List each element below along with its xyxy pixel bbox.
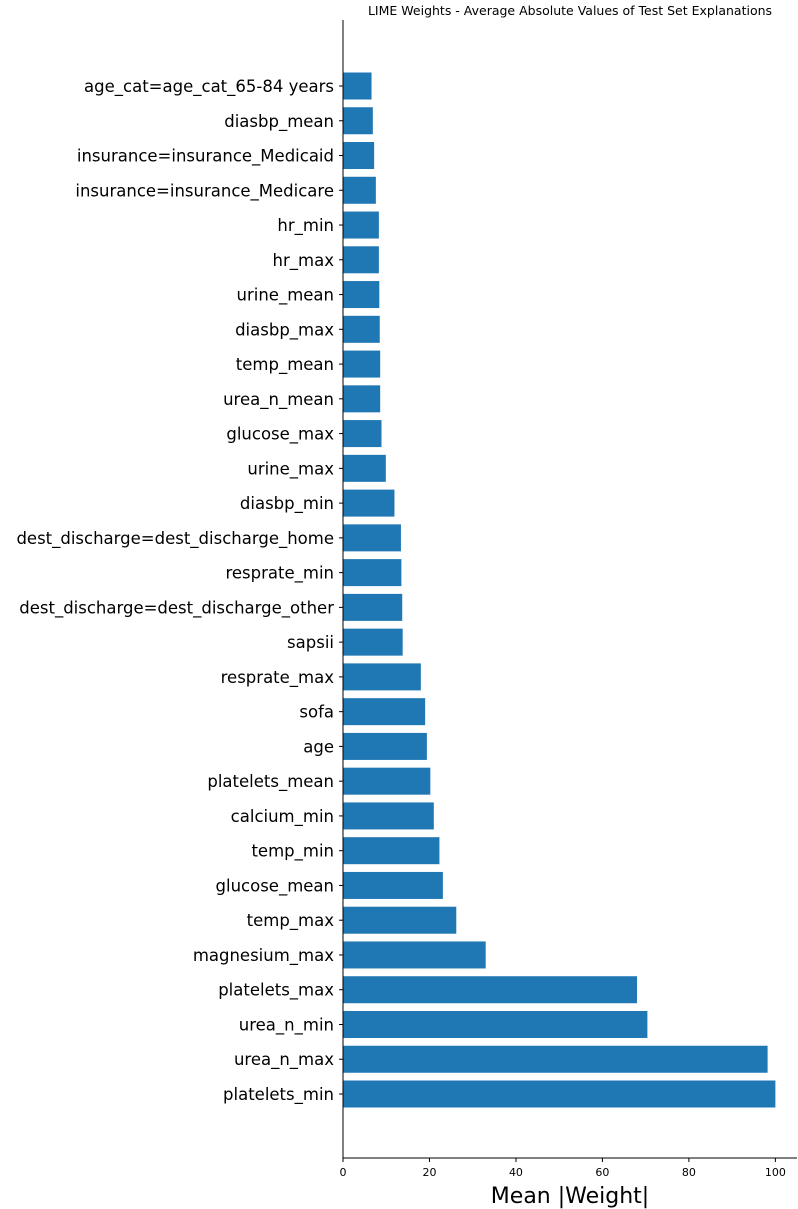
bar-5	[343, 246, 379, 274]
bar-29	[343, 1080, 776, 1108]
y-tick-label-18: sofa	[299, 703, 334, 722]
y-tick-label-17: resprate_max	[221, 668, 335, 688]
y-tick-label-22: temp_min	[251, 842, 334, 862]
x-axis-label: Mean |Weight|	[491, 1184, 649, 1209]
y-tick-label-24: temp_max	[247, 911, 335, 931]
y-tick-label-11: urine_max	[247, 459, 334, 479]
bar-26	[343, 976, 638, 1004]
bar-11	[343, 454, 386, 482]
bar-18	[343, 698, 426, 726]
bar-28	[343, 1045, 768, 1073]
y-tick-label-5: hr_max	[273, 251, 335, 271]
bar-4	[343, 211, 379, 239]
y-tick-label-10: glucose_max	[226, 425, 334, 445]
y-tick-label-3: insurance=insurance_Medicare	[75, 181, 334, 201]
bar-7	[343, 315, 380, 343]
y-tick-label-13: dest_discharge=dest_discharge_home	[16, 529, 334, 549]
bar-13	[343, 524, 401, 552]
bar-9	[343, 385, 381, 413]
y-tick-label-19: age	[303, 737, 334, 756]
bar-16	[343, 628, 403, 656]
bar-6	[343, 281, 380, 309]
bar-12	[343, 489, 395, 517]
bar-23	[343, 871, 443, 899]
bar-17	[343, 663, 421, 691]
y-tick-label-20: platelets_mean	[207, 772, 334, 792]
bars-group	[343, 72, 776, 1108]
bar-3	[343, 176, 376, 204]
bar-10	[343, 420, 382, 448]
x-tick-label-5: 100	[765, 1166, 786, 1179]
y-tick-label-1: diasbp_mean	[224, 112, 334, 132]
bar-1	[343, 107, 373, 135]
bar-24	[343, 906, 457, 934]
bar-21	[343, 802, 434, 830]
y-tick-label-9: urea_n_mean	[223, 390, 334, 410]
bar-2	[343, 142, 375, 170]
bar-20	[343, 767, 431, 795]
x-tick-label-4: 80	[682, 1166, 696, 1179]
chart-title: LIME Weights - Average Absolute Values o…	[368, 3, 772, 18]
y-tick-label-14: resprate_min	[225, 564, 334, 584]
bar-0	[343, 72, 372, 100]
y-tick-label-21: calcium_min	[231, 807, 334, 827]
y-tick-label-27: urea_n_min	[239, 1015, 334, 1035]
y-tick-label-0: age_cat=age_cat_65-84 years	[84, 77, 334, 97]
y-tick-label-8: temp_mean	[236, 355, 334, 375]
y-tick-label-16: sapsii	[287, 633, 334, 652]
bar-8	[343, 350, 381, 378]
x-tick-label-3: 60	[595, 1166, 609, 1179]
y-tick-label-15: dest_discharge=dest_discharge_other	[19, 598, 334, 618]
bar-15	[343, 593, 403, 621]
y-tick-label-29: platelets_min	[223, 1085, 334, 1105]
y-axis: age_cat=age_cat_65-84 years diasbp_meanin…	[16, 77, 343, 1105]
y-tick-label-2: insurance=insurance_Medicaid	[77, 147, 334, 167]
y-tick-label-4: hr_min	[277, 216, 334, 236]
x-tick-label-2: 40	[509, 1166, 523, 1179]
y-tick-label-26: platelets_max	[218, 981, 334, 1001]
bar-19	[343, 732, 427, 760]
y-tick-label-23: glucose_mean	[216, 876, 334, 896]
bar-14	[343, 559, 402, 587]
bar-25	[343, 941, 486, 969]
bar-27	[343, 1010, 648, 1038]
x-tick-label-0: 0	[340, 1166, 347, 1179]
y-tick-label-28: urea_n_max	[234, 1050, 334, 1070]
y-tick-label-7: diasbp_max	[235, 320, 334, 340]
y-tick-label-12: diasbp_min	[240, 494, 334, 514]
y-tick-label-6: urine_mean	[237, 286, 334, 306]
bar-22	[343, 837, 440, 865]
x-axis: 0 20 40 60 80 100	[340, 1158, 786, 1179]
x-tick-label-1: 20	[422, 1166, 436, 1179]
y-tick-label-25: magnesium_max	[193, 946, 334, 966]
